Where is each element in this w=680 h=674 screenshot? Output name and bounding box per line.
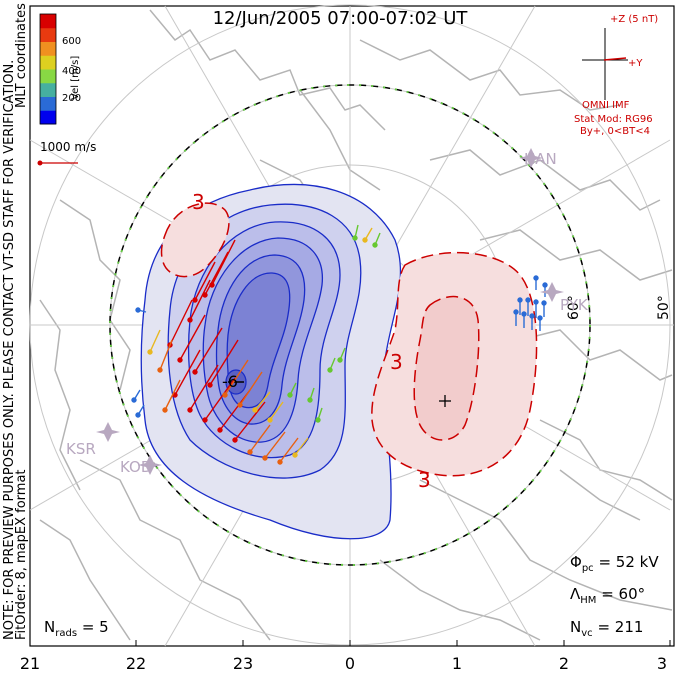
contour-label-positive-1: 3 — [390, 350, 403, 374]
imf-z-label: +Z (5 nT) — [610, 14, 659, 25]
lambda-hm-symbol: Λ — [570, 585, 581, 603]
stat-phi-pc: Φpc = 52 kV — [570, 553, 659, 574]
n-vc-symbol: N — [570, 618, 582, 636]
colorbar-segment — [40, 69, 56, 84]
colorbar-segment — [40, 96, 56, 111]
mlt-tick-2: 2 — [558, 654, 570, 673]
side-note-fitorder: FitOrder: 8, mapEX format — [14, 469, 29, 640]
stat-n-vc: Nvc = 211 — [570, 618, 643, 639]
imf-model-label: Stat Mod: RG96 — [574, 114, 653, 125]
plot-title: 12/Jun/2005 07:00-07:02 UT — [212, 8, 468, 29]
stat-n-rads: Nrads = 5 — [44, 618, 109, 639]
latitude-label-50: 50° — [656, 295, 672, 320]
lambda-hm-subscript: HM — [580, 595, 597, 606]
mlt-tick-22: 22 — [125, 654, 147, 673]
colorbar — [40, 14, 56, 125]
colorbar-segment — [40, 41, 56, 56]
side-note-coordinates: MLT coordinates — [14, 3, 29, 108]
colorbar-tick-600: 600 — [62, 36, 82, 47]
n-rads-symbol: N — [44, 618, 56, 636]
n-vc-value: = 211 — [597, 618, 644, 636]
negative-potential-cell — [140, 183, 402, 540]
colorbar-frame — [39, 13, 57, 125]
contour-label-positive-2: 3 — [418, 468, 431, 492]
colorbar-tick-400: 400 — [62, 66, 82, 77]
velocity-vectors — [131, 224, 548, 465]
phi-pc-value: = 52 kV — [598, 553, 659, 571]
mlt-tick-21: 21 — [19, 654, 41, 673]
colorbar-segment — [40, 55, 56, 70]
n-rads-subscript: rads — [55, 628, 78, 639]
station-label-han: HAN — [524, 150, 557, 168]
scale-vector — [37, 160, 78, 166]
scale-vector-label: 1000 m/s — [40, 140, 97, 154]
imf-condition-label: By+, 0<BT<4 — [580, 126, 650, 137]
mlt-tick-23: 23 — [232, 654, 254, 673]
stat-lambda-hm: ΛHM = 60° — [570, 585, 645, 606]
colorbar-segment — [40, 110, 56, 125]
colorbar-segment — [40, 14, 56, 29]
phi-pc-symbol: Φ — [570, 553, 582, 571]
n-vc-subscript: vc — [581, 628, 593, 639]
colorbar-segment — [40, 27, 56, 42]
positive-potential-cell — [160, 202, 538, 477]
contour-label-negative: -6 — [222, 372, 238, 391]
station-label-ksr: KSR — [66, 440, 96, 458]
station-label-pyk: PYK — [560, 296, 588, 314]
lambda-hm-value: = 60° — [601, 585, 646, 603]
colorbar-unit-label: Vel [m/s] — [70, 55, 81, 100]
mlt-tick-marks — [29, 640, 671, 646]
imf-omni-label: OMNI IMF — [582, 100, 630, 111]
station-label-kod: KOD — [120, 458, 153, 476]
colorbar-segment — [40, 82, 56, 97]
phi-pc-subscript: pc — [581, 563, 594, 574]
hm-boundary-markers — [109, 84, 591, 566]
imf-clock — [582, 28, 628, 100]
mlt-tick-1: 1 — [451, 654, 463, 673]
colorbar-tick-200: 200 — [62, 93, 82, 104]
contour-label-dusk-cell: 3 — [192, 190, 205, 214]
station-markers — [96, 148, 564, 475]
mlt-tick-0: 0 — [344, 654, 356, 673]
n-rads-value: = 5 — [81, 618, 109, 636]
mlt-tick-3: 3 — [656, 654, 668, 673]
imf-y-label: +Y — [628, 58, 643, 69]
